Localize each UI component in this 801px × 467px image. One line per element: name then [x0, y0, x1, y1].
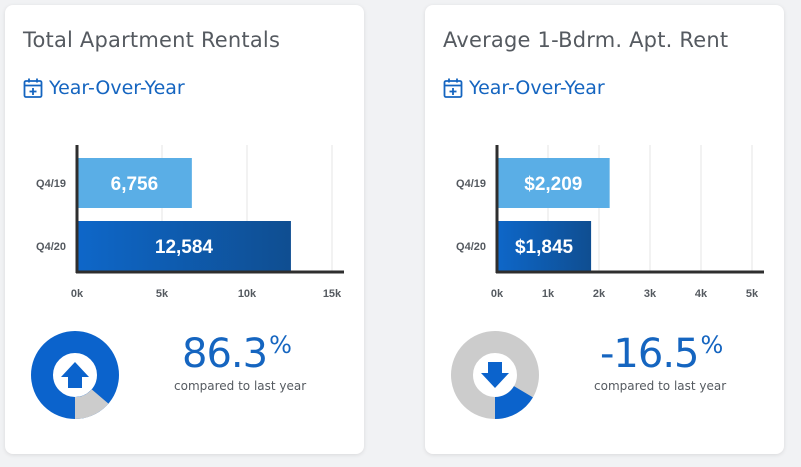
percent-symbol: % [700, 331, 724, 359]
category-label: Q4/20 [456, 241, 486, 253]
category-label: Q4/19 [36, 178, 66, 190]
rent-bar-chart: $2,209 Q4/19 $1,845 Q4/20 0k 1k 2k 3k 4k 5k [456, 145, 764, 300]
change-percent: 86.3% [182, 331, 292, 377]
donut-segment [31, 331, 119, 419]
bar-value-label: 6,756 [111, 174, 159, 195]
bar-value-label: $2,209 [524, 174, 582, 195]
comparison-label: compared to last year [174, 379, 307, 393]
x-tick-label: 5k [156, 288, 169, 300]
change-value: 86.3 [182, 331, 268, 377]
period-selector[interactable]: Year-Over-Year [443, 76, 605, 100]
x-tick-label: 10k [238, 288, 257, 300]
bar-q4-20 [497, 221, 592, 271]
percent-symbol: % [269, 331, 292, 359]
donut-segment [451, 331, 539, 419]
calendar-plus-icon [443, 78, 463, 98]
change-donut [31, 331, 119, 419]
bar-q4-20 [77, 221, 291, 271]
category-label: Q4/19 [456, 178, 486, 190]
change-donut [451, 331, 539, 419]
x-tick-label: 2k [593, 288, 606, 300]
arrow-up-icon [61, 362, 89, 388]
x-tick-label: 15k [323, 288, 342, 300]
rentals-card: Total Apartment Rentals Year-Over-Year 6… [5, 5, 364, 454]
x-tick-label: 1k [542, 288, 555, 300]
card-title: Total Apartment Rentals [23, 28, 281, 52]
bar-value-label: 12,584 [155, 237, 214, 258]
category-label: Q4/20 [36, 241, 66, 253]
comparison-label: compared to last year [594, 379, 727, 393]
period-selector[interactable]: Year-Over-Year [23, 76, 185, 100]
x-tick-label: 0k [491, 288, 504, 300]
period-label: Year-Over-Year [469, 77, 605, 99]
x-tick-label: 4k [695, 288, 708, 300]
bar-value-label: $1,845 [515, 237, 574, 258]
bar-q4-19 [77, 158, 192, 208]
rent-card: Average 1-Bdrm. Apt. Rent Year-Over-Year… [425, 5, 784, 454]
period-label: Year-Over-Year [49, 77, 185, 99]
card-title: Average 1-Bdrm. Apt. Rent [443, 28, 729, 52]
bar-q4-19 [497, 158, 610, 208]
calendar-plus-icon [23, 78, 43, 98]
arrow-down-icon [481, 362, 509, 388]
x-tick-label: 5k [746, 288, 759, 300]
x-tick-label: 3k [644, 288, 657, 300]
change-percent: -16.5% [600, 331, 724, 377]
change-value: -16.5 [600, 331, 699, 377]
rentals-bar-chart: 6,756 Q4/19 12,584 Q4/20 0k 5k 10k 15k [36, 145, 344, 300]
x-tick-label: 0k [71, 288, 84, 300]
